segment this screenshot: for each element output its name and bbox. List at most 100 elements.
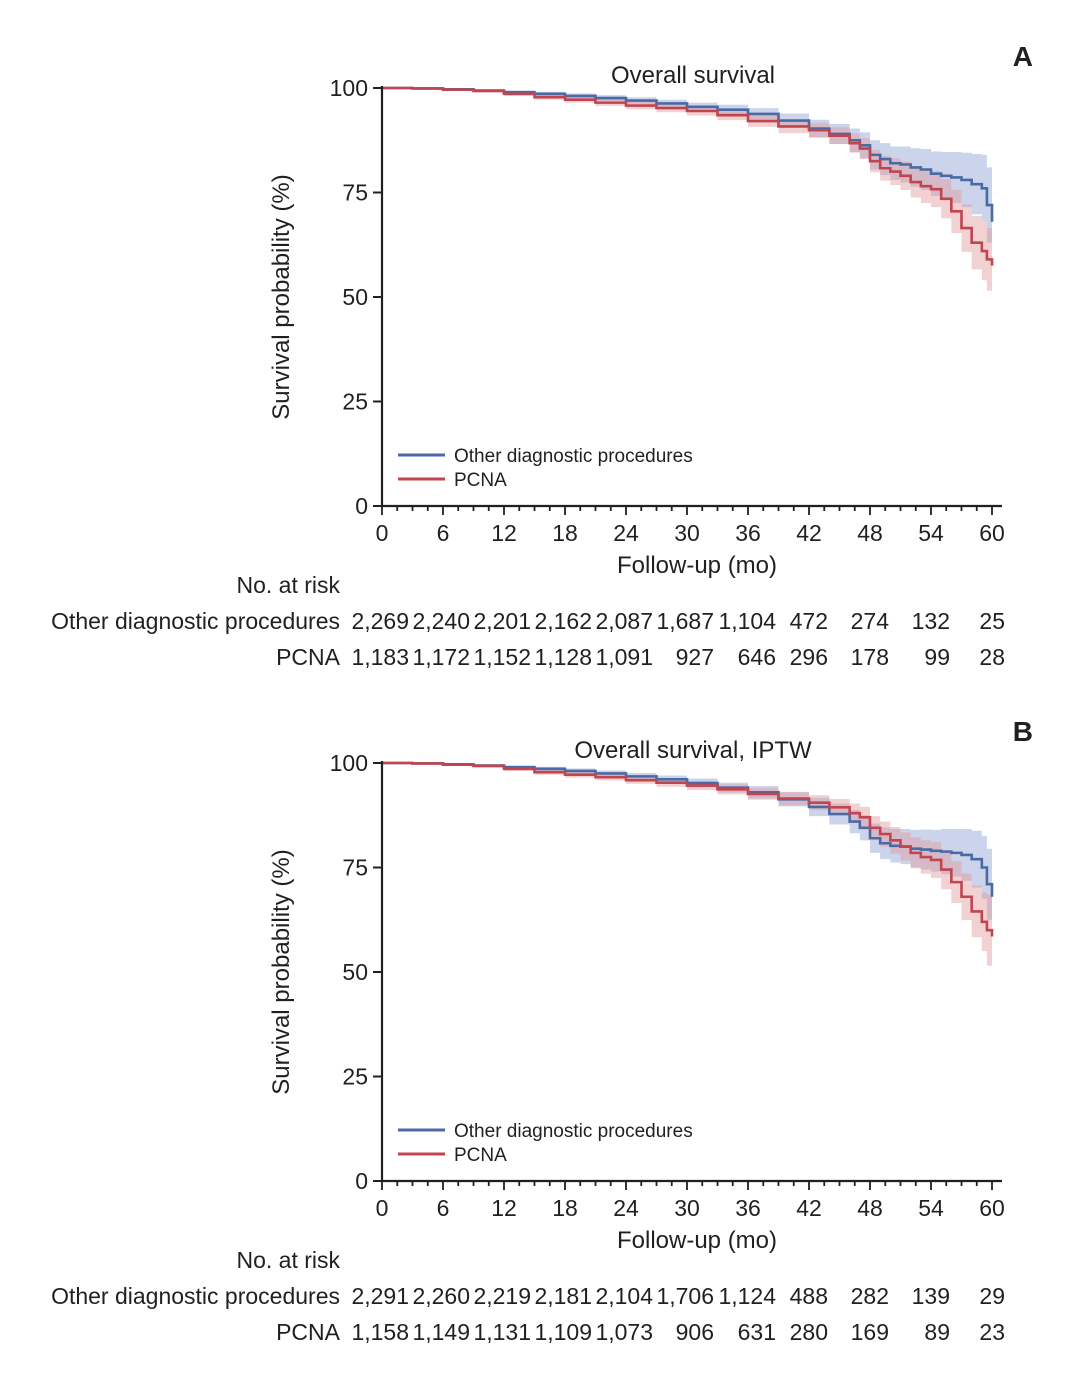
x-tick-label: 0 [376, 520, 389, 546]
legend: Other diagnostic procedures PCNA [398, 1121, 693, 1166]
y-axis-label: Survival probability (%) [268, 849, 295, 1094]
x-tick-label: 30 [674, 1195, 700, 1221]
y-tick-label: 0 [355, 1168, 368, 1194]
risk-count: 2,291 [351, 1283, 409, 1309]
risk-count: 2,269 [351, 608, 409, 634]
risk-count: 906 [676, 1319, 714, 1345]
risk-count: 280 [790, 1319, 828, 1345]
x-tick-label: 0 [376, 1195, 389, 1221]
survival-curve-pcna [382, 86, 994, 266]
x-tick-label: 18 [552, 520, 578, 546]
risk-count: 1,124 [718, 1283, 776, 1309]
risk-count: 1,109 [534, 1319, 592, 1345]
chart-title: Overall survival, IPTW [574, 737, 812, 764]
y-tick-label: 50 [342, 959, 368, 985]
risk-count: 2,240 [412, 608, 470, 634]
risk-count: 139 [912, 1283, 950, 1309]
risk-count: 25 [979, 608, 1005, 634]
survival-curve-pcna [382, 761, 994, 937]
risk-row: PCNA 1,183 1,172 1,152 1,128 1,091 927 646 296 17… [276, 644, 1005, 670]
legend-label-pcna: PCNA [454, 1145, 507, 1166]
risk-count: 2,162 [534, 608, 592, 634]
risk-row: Other diagnostic procedures 2,269 2,240 2,2… [51, 608, 1005, 634]
risk-count: 89 [924, 1319, 950, 1345]
plot-area [382, 761, 994, 979]
risk-count: 29 [979, 1283, 1005, 1309]
risk-count: 1,091 [595, 644, 653, 670]
ci-band-other [382, 88, 992, 262]
risk-count: 282 [851, 1283, 889, 1309]
x-tick-label: 12 [491, 520, 517, 546]
x-tick-label: 54 [918, 520, 944, 546]
km-panel-b: B Overall survival, IPTW 0 25 50 75 100 0 6 12 18 2… [51, 716, 1033, 1345]
legend-label-pcna: PCNA [454, 470, 507, 491]
risk-count: 2,201 [473, 608, 531, 634]
risk-row-label: Other diagnostic procedures [51, 608, 340, 634]
x-tick-label: 42 [796, 520, 822, 546]
risk-table: No. at risk Other diagnostic procedures 2,… [51, 1247, 1005, 1345]
risk-count: 1,149 [412, 1319, 470, 1345]
risk-count: 1,158 [351, 1319, 409, 1345]
risk-count: 631 [738, 1319, 776, 1345]
legend-label-other: Other diagnostic procedures [454, 1121, 693, 1142]
risk-row-label: Other diagnostic procedures [51, 1283, 340, 1309]
y-axis-label: Survival probability (%) [268, 174, 295, 419]
x-tick-label: 48 [857, 1195, 883, 1221]
y-tick-label: 25 [342, 1064, 368, 1090]
legend-label-other: Other diagnostic procedures [454, 446, 693, 467]
risk-table: No. at risk Other diagnostic procedures 2,… [51, 572, 1005, 670]
x-axis-label: Follow-up (mo) [617, 1227, 777, 1254]
risk-count: 274 [851, 608, 890, 634]
risk-count: 1,104 [718, 608, 776, 634]
km-panel-a: A Overall survival 0 25 50 75 100 0 6 12 18 24 30 36 4… [51, 41, 1033, 670]
x-tick-label: 42 [796, 1195, 822, 1221]
risk-count: 2,087 [595, 608, 653, 634]
risk-count: 169 [851, 1319, 889, 1345]
risk-count: 1,152 [473, 644, 531, 670]
risk-count: 296 [790, 644, 828, 670]
risk-count: 2,181 [534, 1283, 592, 1309]
panel-letter: A [1013, 41, 1033, 72]
risk-count: 1,687 [656, 608, 714, 634]
risk-count: 99 [924, 644, 950, 670]
y-tick-label: 75 [342, 855, 368, 881]
x-tick-label: 36 [735, 1195, 761, 1221]
panel-letter: B [1013, 716, 1033, 747]
risk-count: 1,128 [534, 644, 592, 670]
ci-band-pcna [382, 88, 992, 300]
x-tick-label: 36 [735, 520, 761, 546]
risk-count: 23 [979, 1319, 1005, 1345]
x-tick-label: 24 [613, 1195, 639, 1221]
x-tick-label: 24 [613, 520, 639, 546]
risk-count: 1,706 [656, 1283, 714, 1309]
x-axis-label: Follow-up (mo) [617, 552, 777, 579]
x-tick-label: 48 [857, 520, 883, 546]
risk-count: 927 [676, 644, 714, 670]
risk-row-label: PCNA [276, 1319, 341, 1345]
y-tick-label: 50 [342, 284, 368, 310]
y-tick-label: 0 [355, 493, 368, 519]
chart-title: Overall survival [611, 62, 775, 89]
risk-count: 178 [851, 644, 889, 670]
risk-count: 2,219 [473, 1283, 531, 1309]
y-tick-label: 100 [330, 75, 368, 101]
risk-table-header: No. at risk [236, 1247, 340, 1273]
risk-row: Other diagnostic procedures 2,291 2,260 2,2… [51, 1283, 1005, 1309]
y-tick-label: 100 [330, 750, 368, 776]
risk-count: 28 [979, 644, 1005, 670]
risk-count: 488 [790, 1283, 828, 1309]
risk-count: 2,260 [412, 1283, 470, 1309]
risk-count: 1,131 [473, 1319, 531, 1345]
risk-table-header: No. at risk [236, 572, 340, 598]
legend: Other diagnostic procedures PCNA [398, 446, 693, 491]
risk-count: 2,104 [595, 1283, 653, 1309]
x-tick-label: 12 [491, 1195, 517, 1221]
x-tick-label: 30 [674, 520, 700, 546]
y-tick-label: 75 [342, 180, 368, 206]
risk-row: PCNA 1,158 1,149 1,131 1,109 1,073 906 631 280 16… [276, 1319, 1005, 1345]
survival-curve-other [382, 86, 994, 222]
x-tick-label: 60 [979, 1195, 1005, 1221]
risk-count: 132 [912, 608, 950, 634]
plot-area [382, 86, 994, 300]
